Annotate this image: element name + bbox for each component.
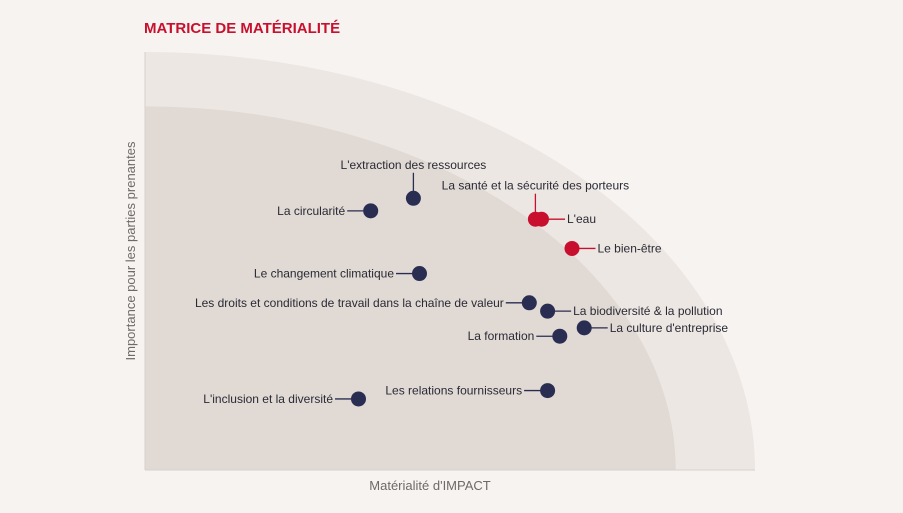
point-label: Le bien-être [598,241,662,255]
point-marker [564,240,580,256]
point-le-bien-etre: Le bien-être [564,240,662,256]
data-points: L'extraction des ressources La circularit… [195,158,728,407]
point-la-culture-d-entreprise: La culture d'entreprise [576,320,729,336]
point-le-changement-climatique: Le changement climatique [254,266,427,282]
point-l-eau: L'eau [534,211,596,227]
chart-title: MATRICE DE MATÉRIALITÉ [144,20,340,37]
point-la-formation: La formation [468,328,568,344]
point-marker [576,320,592,336]
point-label: La formation [468,329,535,343]
point-label: La biodiversité & la pollution [573,304,722,318]
x-axis-label: Matérialité d'IMPACT [369,478,490,493]
point-marker [552,328,568,344]
point-la-sante-et-la-securite-des-porteurs: La santé et la sécurité des porteurs [442,179,629,227]
point-marker [363,203,379,219]
point-label: L'eau [567,212,596,226]
point-la-biodiversite-la-pollution: La biodiversité & la pollution [540,303,723,319]
point-label: Les relations fournisseurs [385,384,522,398]
inner-materiality-zone [145,106,676,470]
point-marker [540,383,556,399]
point-label: La culture d'entreprise [610,321,729,335]
y-axis-label: Importance pour les parties prenantes [123,141,138,360]
point-marker [405,190,421,206]
point-label: L'inclusion et la diversité [203,392,333,406]
point-marker [412,266,427,282]
point-l-inclusion-et-la-diversite: L'inclusion et la diversité [203,391,366,407]
point-marker [534,211,549,227]
point-label: La circularité [277,204,345,218]
point-label: Les droits et conditions de travail dans… [195,296,504,310]
point-marker [540,303,556,319]
point-les-droits-et-conditions-de-travail-dans-la-chaine-de-valeur: Les droits et conditions de travail dans… [195,295,537,311]
point-label: L'extraction des ressources [341,158,487,172]
point-marker [351,391,366,407]
point-la-circularite: La circularité [277,203,379,219]
point-marker [521,295,537,311]
point-label: La santé et la sécurité des porteurs [442,179,629,193]
point-label: Le changement climatique [254,267,394,281]
point-les-relations-fournisseurs: Les relations fournisseurs [385,383,556,399]
point-l-extraction-des-ressources: L'extraction des ressources [341,158,487,206]
